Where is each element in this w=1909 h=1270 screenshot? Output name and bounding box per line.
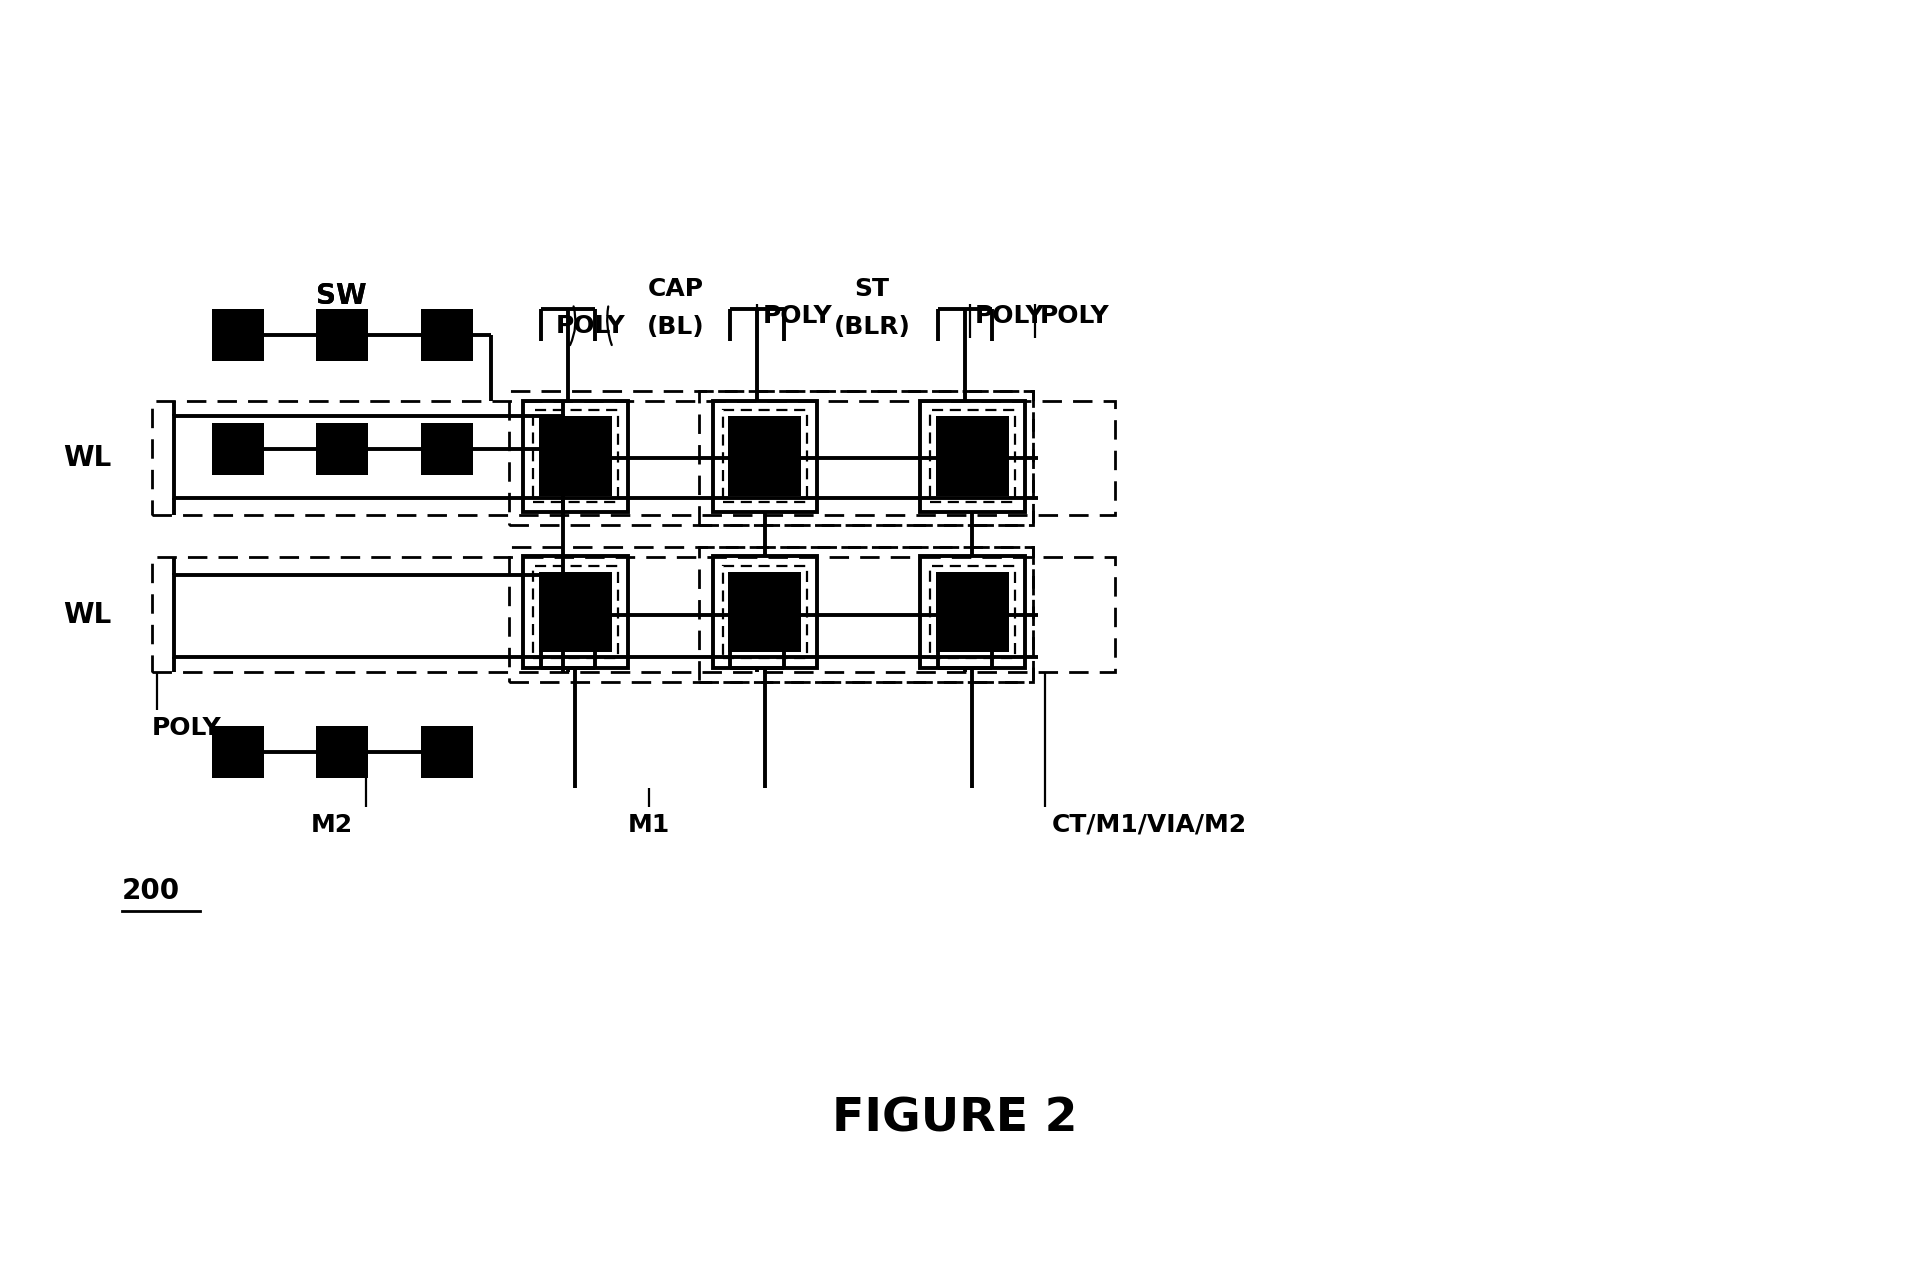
Bar — [722, 410, 808, 503]
Bar — [317, 423, 368, 475]
Bar — [510, 547, 1033, 682]
Bar — [712, 400, 817, 512]
Bar — [935, 573, 1008, 652]
Bar — [174, 575, 563, 657]
Bar — [212, 423, 263, 475]
Bar — [151, 558, 1115, 672]
Bar — [699, 547, 1033, 682]
Text: SW: SW — [317, 282, 367, 310]
Bar — [722, 566, 808, 658]
Text: (BLR): (BLR) — [834, 315, 911, 339]
Text: CAP: CAP — [647, 277, 704, 301]
Text: ST: ST — [855, 277, 890, 301]
Bar — [523, 400, 628, 512]
Bar — [533, 566, 619, 658]
Text: 200: 200 — [122, 878, 179, 906]
Bar — [422, 309, 473, 361]
Text: POLY: POLY — [153, 716, 221, 740]
Bar — [533, 410, 619, 503]
Bar — [930, 566, 1016, 658]
Bar — [317, 725, 368, 777]
Text: POLY: POLY — [975, 304, 1044, 328]
Bar — [930, 410, 1016, 503]
Bar — [920, 400, 1025, 512]
Text: WL: WL — [63, 444, 111, 472]
Bar — [699, 391, 1033, 526]
Text: WL: WL — [63, 601, 111, 629]
Text: M2: M2 — [311, 813, 353, 837]
Text: FIGURE 2: FIGURE 2 — [832, 1096, 1077, 1142]
Text: POLY: POLY — [556, 314, 626, 338]
Text: POLY: POLY — [1040, 304, 1109, 328]
Bar — [174, 417, 563, 498]
Bar — [151, 400, 1115, 516]
Text: (BL): (BL) — [647, 315, 704, 339]
Bar — [317, 309, 368, 361]
Bar — [729, 573, 802, 652]
Text: SW: SW — [317, 282, 367, 310]
Bar — [422, 725, 473, 777]
Bar — [212, 309, 263, 361]
Bar — [212, 725, 263, 777]
Bar — [729, 417, 802, 497]
Bar — [538, 573, 611, 652]
Bar — [422, 423, 473, 475]
Bar — [510, 391, 1033, 526]
Bar — [920, 556, 1025, 668]
Bar — [935, 417, 1008, 497]
Bar — [538, 417, 611, 497]
Bar — [712, 556, 817, 668]
Text: POLY: POLY — [762, 304, 832, 328]
Bar — [523, 556, 628, 668]
Text: CT/M1/VIA/M2: CT/M1/VIA/M2 — [1052, 813, 1247, 837]
Text: M1: M1 — [628, 813, 670, 837]
